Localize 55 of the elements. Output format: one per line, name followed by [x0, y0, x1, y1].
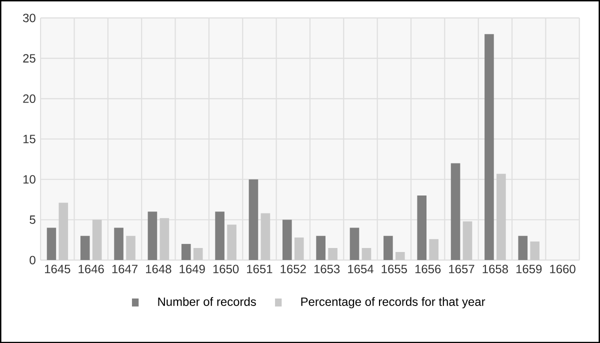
bar [160, 218, 170, 260]
x-tick-label: 1656 [415, 264, 441, 274]
y-tick-label: 20 [23, 94, 36, 103]
bar [450, 163, 460, 260]
y-tick-label: 10 [23, 175, 36, 184]
bar [496, 174, 506, 260]
bar [395, 252, 405, 260]
y-tick-label: 15 [23, 134, 36, 144]
x-tick-label: 1657 [449, 264, 474, 274]
bar [417, 195, 427, 260]
bar [462, 221, 472, 260]
bar [530, 241, 540, 260]
bar [215, 212, 224, 260]
y-tick-label: 30 [23, 14, 36, 22]
bar [181, 244, 191, 260]
bar [362, 248, 372, 260]
x-tick-label: 1653 [314, 264, 340, 274]
bar [294, 237, 304, 260]
y-tick-label: 25 [23, 54, 36, 62]
x-tick-label: 1654 [348, 264, 374, 274]
x-tick-label: 1651 [247, 264, 272, 274]
legend-label: Percentage of records for that year [301, 297, 486, 308]
y-tick-label: 5 [30, 215, 36, 224]
bar [429, 238, 438, 260]
bar [58, 202, 68, 260]
bar [126, 236, 136, 260]
bar [316, 236, 326, 260]
x-tick-label: 1658 [482, 264, 508, 274]
bar [384, 236, 393, 260]
bar [484, 34, 494, 260]
x-tick-label: 1647 [112, 264, 138, 274]
x-tick-label: 1645 [45, 264, 70, 274]
x-tick-label: 1659 [516, 264, 542, 274]
bar [227, 224, 236, 260]
bar [193, 248, 203, 260]
legend-label: Number of records [158, 297, 256, 306]
x-tick-label: 1652 [280, 264, 306, 274]
bar [46, 228, 56, 260]
bar [114, 228, 124, 260]
bar [518, 236, 528, 260]
x-tick-label: 1649 [180, 264, 205, 274]
y-tick-label: 0 [30, 256, 36, 264]
bar [92, 220, 102, 260]
bar [282, 220, 292, 260]
x-tick-label: 1660 [550, 264, 576, 274]
bar [80, 236, 90, 260]
x-tick-label: 1655 [382, 264, 407, 274]
bar [260, 213, 270, 260]
bar [248, 179, 258, 260]
bar [328, 248, 338, 260]
x-tick-label: 1646 [78, 264, 104, 274]
bar [148, 212, 158, 260]
bar [350, 228, 360, 260]
x-tick-label: 1648 [146, 264, 172, 274]
x-tick-label: 1650 [213, 264, 239, 274]
